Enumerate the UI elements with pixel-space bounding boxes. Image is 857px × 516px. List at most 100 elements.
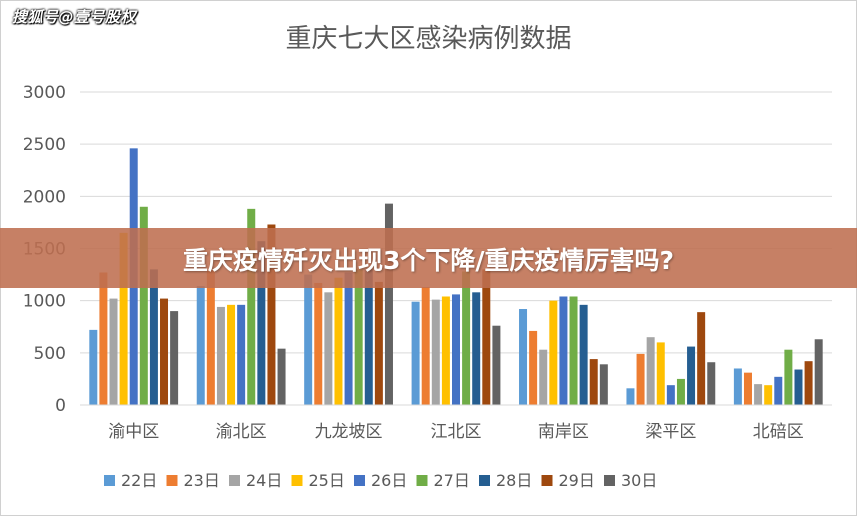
bar-26日-渝北区 [237, 304, 246, 405]
y-axis-ticks: 050010001500200025003000 [23, 83, 66, 416]
y-tick-label: 0 [55, 396, 66, 416]
legend-label: 22日 [121, 471, 157, 490]
bar-27日-梁平区 [676, 378, 685, 405]
bar-28日-南岸区 [579, 304, 588, 405]
x-category-label: 九龙坡区 [315, 422, 383, 442]
bar-30日-九龙坡区 [384, 203, 393, 405]
bar-30日-南岸区 [599, 364, 608, 405]
x-axis-categories: 渝中区 渝北区 九龙坡区 江北区 南岸区 梁平区 北碚区 [108, 422, 804, 442]
bar-25日-渝中区 [119, 232, 128, 405]
bar-22日-江北区 [411, 301, 420, 405]
bar-26日-九龙坡区 [344, 272, 353, 405]
x-category-label: 南岸区 [538, 422, 589, 442]
bar-26日-梁平区 [666, 385, 675, 405]
legend-swatch [229, 475, 240, 486]
bar-25日-渝北区 [227, 304, 236, 405]
bar-25日-九龙坡区 [334, 277, 343, 405]
bar-23日-南岸区 [529, 330, 538, 405]
bar-22日-渝中区 [89, 329, 98, 405]
bar-27日-南岸区 [569, 296, 578, 405]
bar-30日-渝北区 [277, 348, 286, 405]
bar-24日-九龙坡区 [324, 292, 333, 405]
legend-swatch [479, 475, 490, 486]
bar-26日-南岸区 [559, 296, 568, 405]
bar-23日-九龙坡区 [314, 282, 323, 405]
y-tick-label: 2000 [23, 187, 66, 207]
headline-banner: 重庆疫情歼灭出现3个下降/重庆疫情厉害吗? [0, 228, 857, 288]
legend-swatch [104, 475, 115, 486]
bar-28日-九龙坡区 [364, 269, 373, 405]
legend-label: 23日 [184, 471, 220, 490]
watermark: 搜狐号@壹号股权 [12, 8, 137, 26]
bar-23日-北碚区 [743, 372, 752, 405]
bar-22日-渝北区 [196, 286, 205, 405]
bar-30日-梁平区 [707, 362, 716, 405]
y-tick-label: 3000 [23, 83, 66, 103]
bar-22日-南岸区 [519, 309, 528, 405]
bar-24日-南岸区 [539, 349, 548, 405]
legend-swatch [354, 475, 365, 486]
bar-28日-江北区 [472, 292, 481, 405]
bar-22日-北碚区 [733, 368, 742, 405]
bar-27日-北碚区 [784, 349, 793, 405]
x-category-label: 北碚区 [753, 422, 804, 442]
bar-27日-渝北区 [247, 208, 256, 405]
legend-swatch [166, 475, 178, 486]
bar-29日-南岸区 [589, 359, 598, 405]
x-category-label: 渝中区 [108, 422, 159, 442]
bar-24日-渝北区 [216, 306, 225, 405]
legend-label: 24日 [246, 471, 282, 490]
x-category-label: 渝北区 [216, 422, 267, 442]
bar-29日-北碚区 [804, 361, 813, 405]
legend-label: 30日 [621, 471, 657, 490]
bar-26日-江北区 [452, 294, 460, 405]
legend-swatch [541, 475, 553, 486]
bar-28日-梁平区 [687, 346, 696, 405]
chart-title: 重庆七大区感染病例数据 [285, 24, 572, 54]
bar-29日-渝中区 [160, 298, 169, 405]
bar-22日-梁平区 [626, 388, 635, 405]
bar-23日-梁平区 [636, 353, 645, 405]
bar-26日-北碚区 [774, 376, 783, 405]
legend: 22日 23日 24日 25日 26日 27日 28日 29日 30日 [104, 471, 657, 490]
y-tick-label: 1000 [23, 292, 66, 312]
bar-29日-九龙坡区 [374, 281, 383, 405]
bar-24日-梁平区 [646, 337, 655, 405]
bar-25日-江北区 [441, 296, 450, 405]
headline-text: 重庆疫情歼灭出现3个下降/重庆疫情厉害吗? [182, 246, 675, 275]
legend-label: 27日 [434, 471, 470, 490]
legend-swatch [291, 475, 303, 486]
bar-22日-九龙坡区 [304, 274, 313, 405]
y-tick-label: 2500 [23, 135, 66, 155]
bar-24日-江北区 [431, 299, 440, 405]
bar-23日-江北区 [421, 287, 430, 405]
bar-23日-渝中区 [99, 272, 108, 405]
bar-27日-江北区 [462, 271, 471, 405]
bar-25日-梁平区 [656, 342, 665, 405]
bar-30日-江北区 [492, 325, 501, 405]
legend-swatch [604, 475, 615, 486]
bar-23日-渝北区 [206, 269, 215, 405]
y-tick-label: 500 [34, 344, 66, 364]
legend-label: 28日 [496, 471, 532, 490]
legend-label: 25日 [309, 471, 345, 490]
legend-label: 29日 [559, 471, 595, 490]
bar-25日-南岸区 [549, 300, 558, 405]
legend-label: 26日 [371, 471, 407, 490]
bars [89, 148, 823, 405]
bar-29日-江北区 [482, 269, 491, 405]
bar-30日-北碚区 [814, 339, 823, 405]
bar-25日-北碚区 [764, 385, 773, 405]
bar-28日-北碚区 [794, 369, 803, 405]
legend-swatch [416, 475, 428, 486]
bar-30日-渝中区 [170, 311, 179, 405]
x-category-label: 江北区 [431, 422, 482, 442]
bar-24日-渝中区 [109, 298, 118, 405]
bar-28日-渝北区 [257, 241, 266, 405]
bar-24日-北碚区 [754, 384, 763, 405]
bar-29日-渝北区 [267, 224, 276, 405]
x-category-label: 梁平区 [645, 422, 696, 442]
bar-27日-渝中区 [139, 206, 148, 405]
bar-27日-九龙坡区 [354, 269, 363, 405]
